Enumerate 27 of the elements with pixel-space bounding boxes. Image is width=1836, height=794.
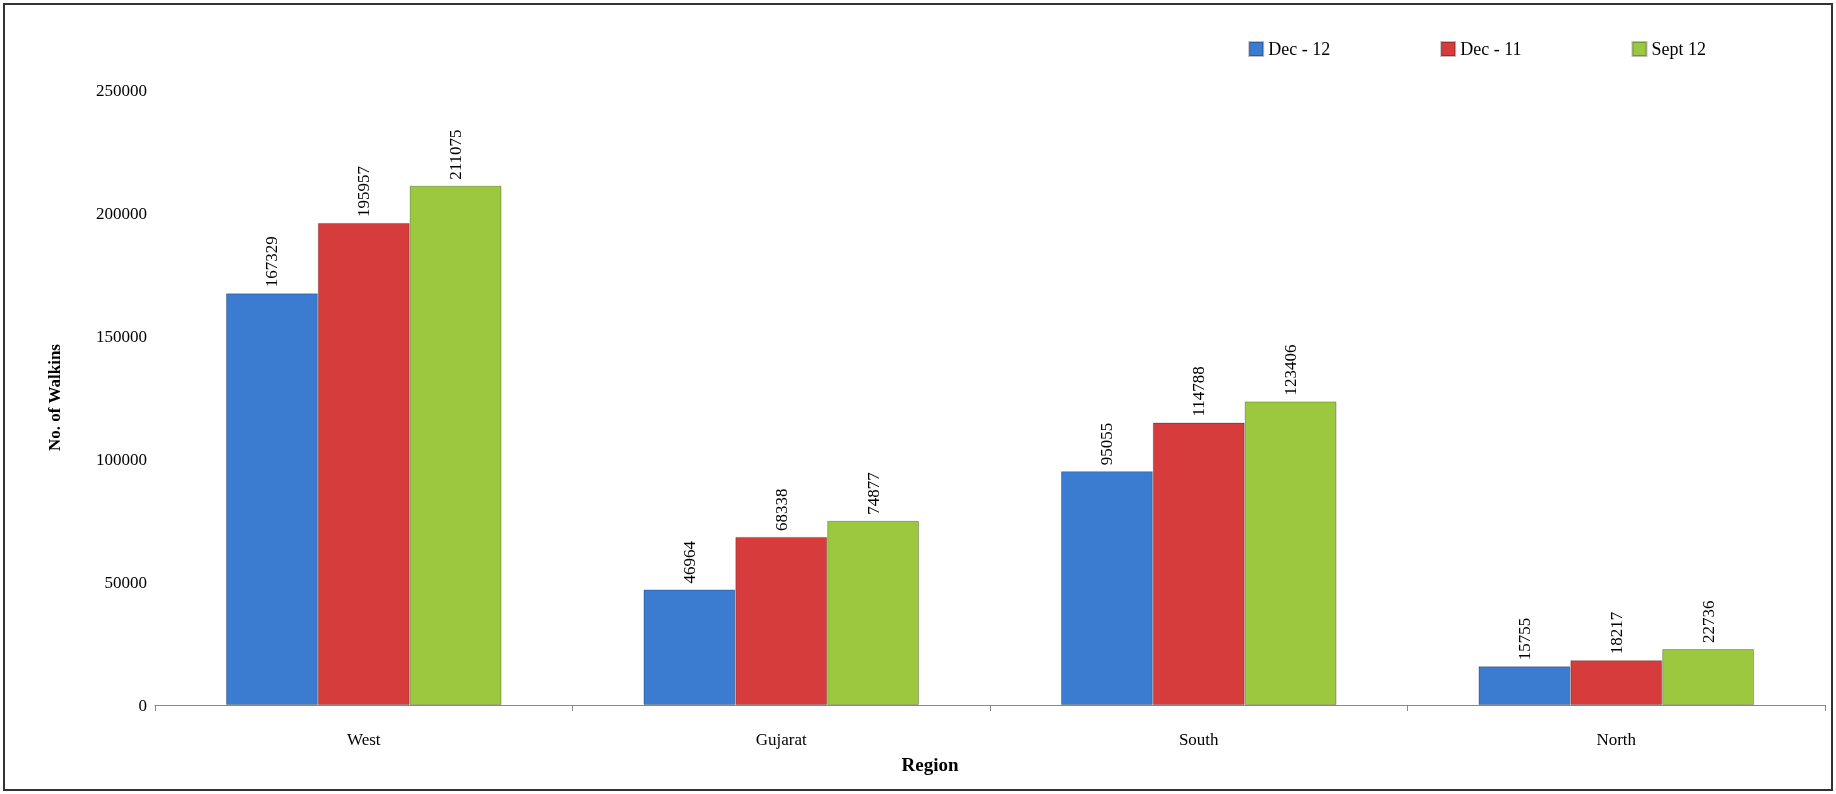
data-label: 195957 <box>354 165 374 217</box>
data-label: 22736 <box>1698 600 1718 644</box>
x-axis-title: Region <box>901 754 959 775</box>
data-label: 167329 <box>262 236 282 288</box>
data-label: 211075 <box>446 129 466 180</box>
data-label: 68338 <box>771 488 791 531</box>
data-label: 74877 <box>863 471 883 515</box>
y-tick-label: 200000 <box>96 203 147 223</box>
legend-label: Dec - 11 <box>1460 39 1522 59</box>
x-tick-label: West <box>346 730 381 749</box>
data-label: 46964 <box>679 540 699 584</box>
data-label: 114788 <box>1189 366 1209 417</box>
y-tick-label: 50000 <box>104 572 147 592</box>
y-tick-label: 150000 <box>96 326 147 346</box>
y-tick-label: 250000 <box>96 80 147 100</box>
legend-label: Dec - 12 <box>1268 39 1331 59</box>
data-label: 123406 <box>1281 344 1301 396</box>
x-tick-label: South <box>1178 730 1220 749</box>
data-label: 95055 <box>1097 422 1117 466</box>
legend-label: Sept 12 <box>1651 39 1707 59</box>
y-axis-title: No. of Walkins <box>45 343 64 451</box>
data-label: 18217 <box>1606 611 1626 655</box>
data-label: 15755 <box>1514 617 1534 661</box>
x-tick-label: Gujarat <box>755 730 808 749</box>
y-tick-label: 100000 <box>96 449 147 469</box>
x-tick-label: North <box>1596 730 1637 749</box>
y-tick-label: 0 <box>138 695 147 715</box>
